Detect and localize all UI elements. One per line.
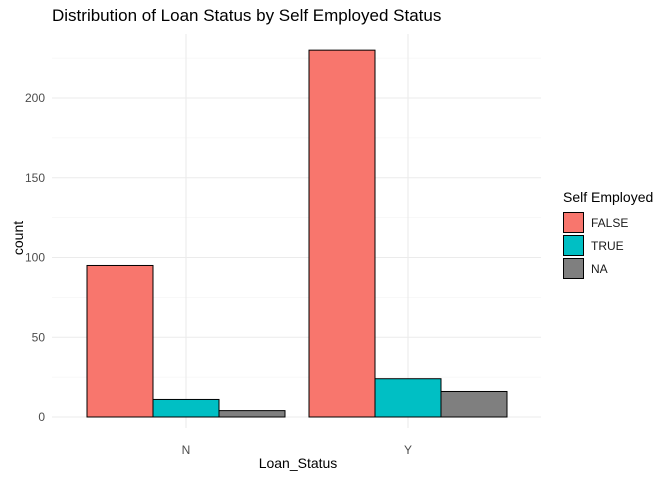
legend-item-true: TRUE: [563, 234, 653, 257]
y-tick-label: 200: [25, 91, 45, 105]
y-tick-label: 150: [25, 171, 45, 185]
bar-na-y: [440, 390, 508, 418]
legend-key-true: [563, 235, 584, 256]
legend-key-false: [563, 212, 584, 233]
y-tick-label: 50: [32, 330, 46, 344]
bar-false-n: [86, 264, 154, 418]
legend-title: Self Employed: [563, 189, 654, 205]
chart-title: Distribution of Loan Status by Self Empl…: [52, 6, 442, 25]
x-tick-label: Y: [404, 443, 412, 457]
y-axis-label: count: [10, 220, 26, 256]
legend-label-true: TRUE: [591, 238, 624, 253]
legend-label-false: FALSE: [591, 215, 629, 230]
y-tick-label: 100: [25, 251, 45, 265]
bar-true-n: [152, 398, 220, 418]
y-tick-label: 0: [38, 410, 45, 424]
legend: Self Employed FALSE TRUE NA: [563, 189, 653, 280]
legend-item-na: NA: [563, 257, 653, 280]
x-tick-label: N: [182, 443, 191, 457]
legend-key-na: [563, 258, 584, 279]
bar-false-y: [308, 49, 376, 418]
x-axis-label: Loan_Status: [258, 455, 338, 471]
legend-label-na: NA: [591, 261, 608, 276]
bar-true-y: [374, 378, 442, 418]
bar-na-n: [218, 410, 286, 418]
legend-item-false: FALSE: [563, 211, 653, 234]
